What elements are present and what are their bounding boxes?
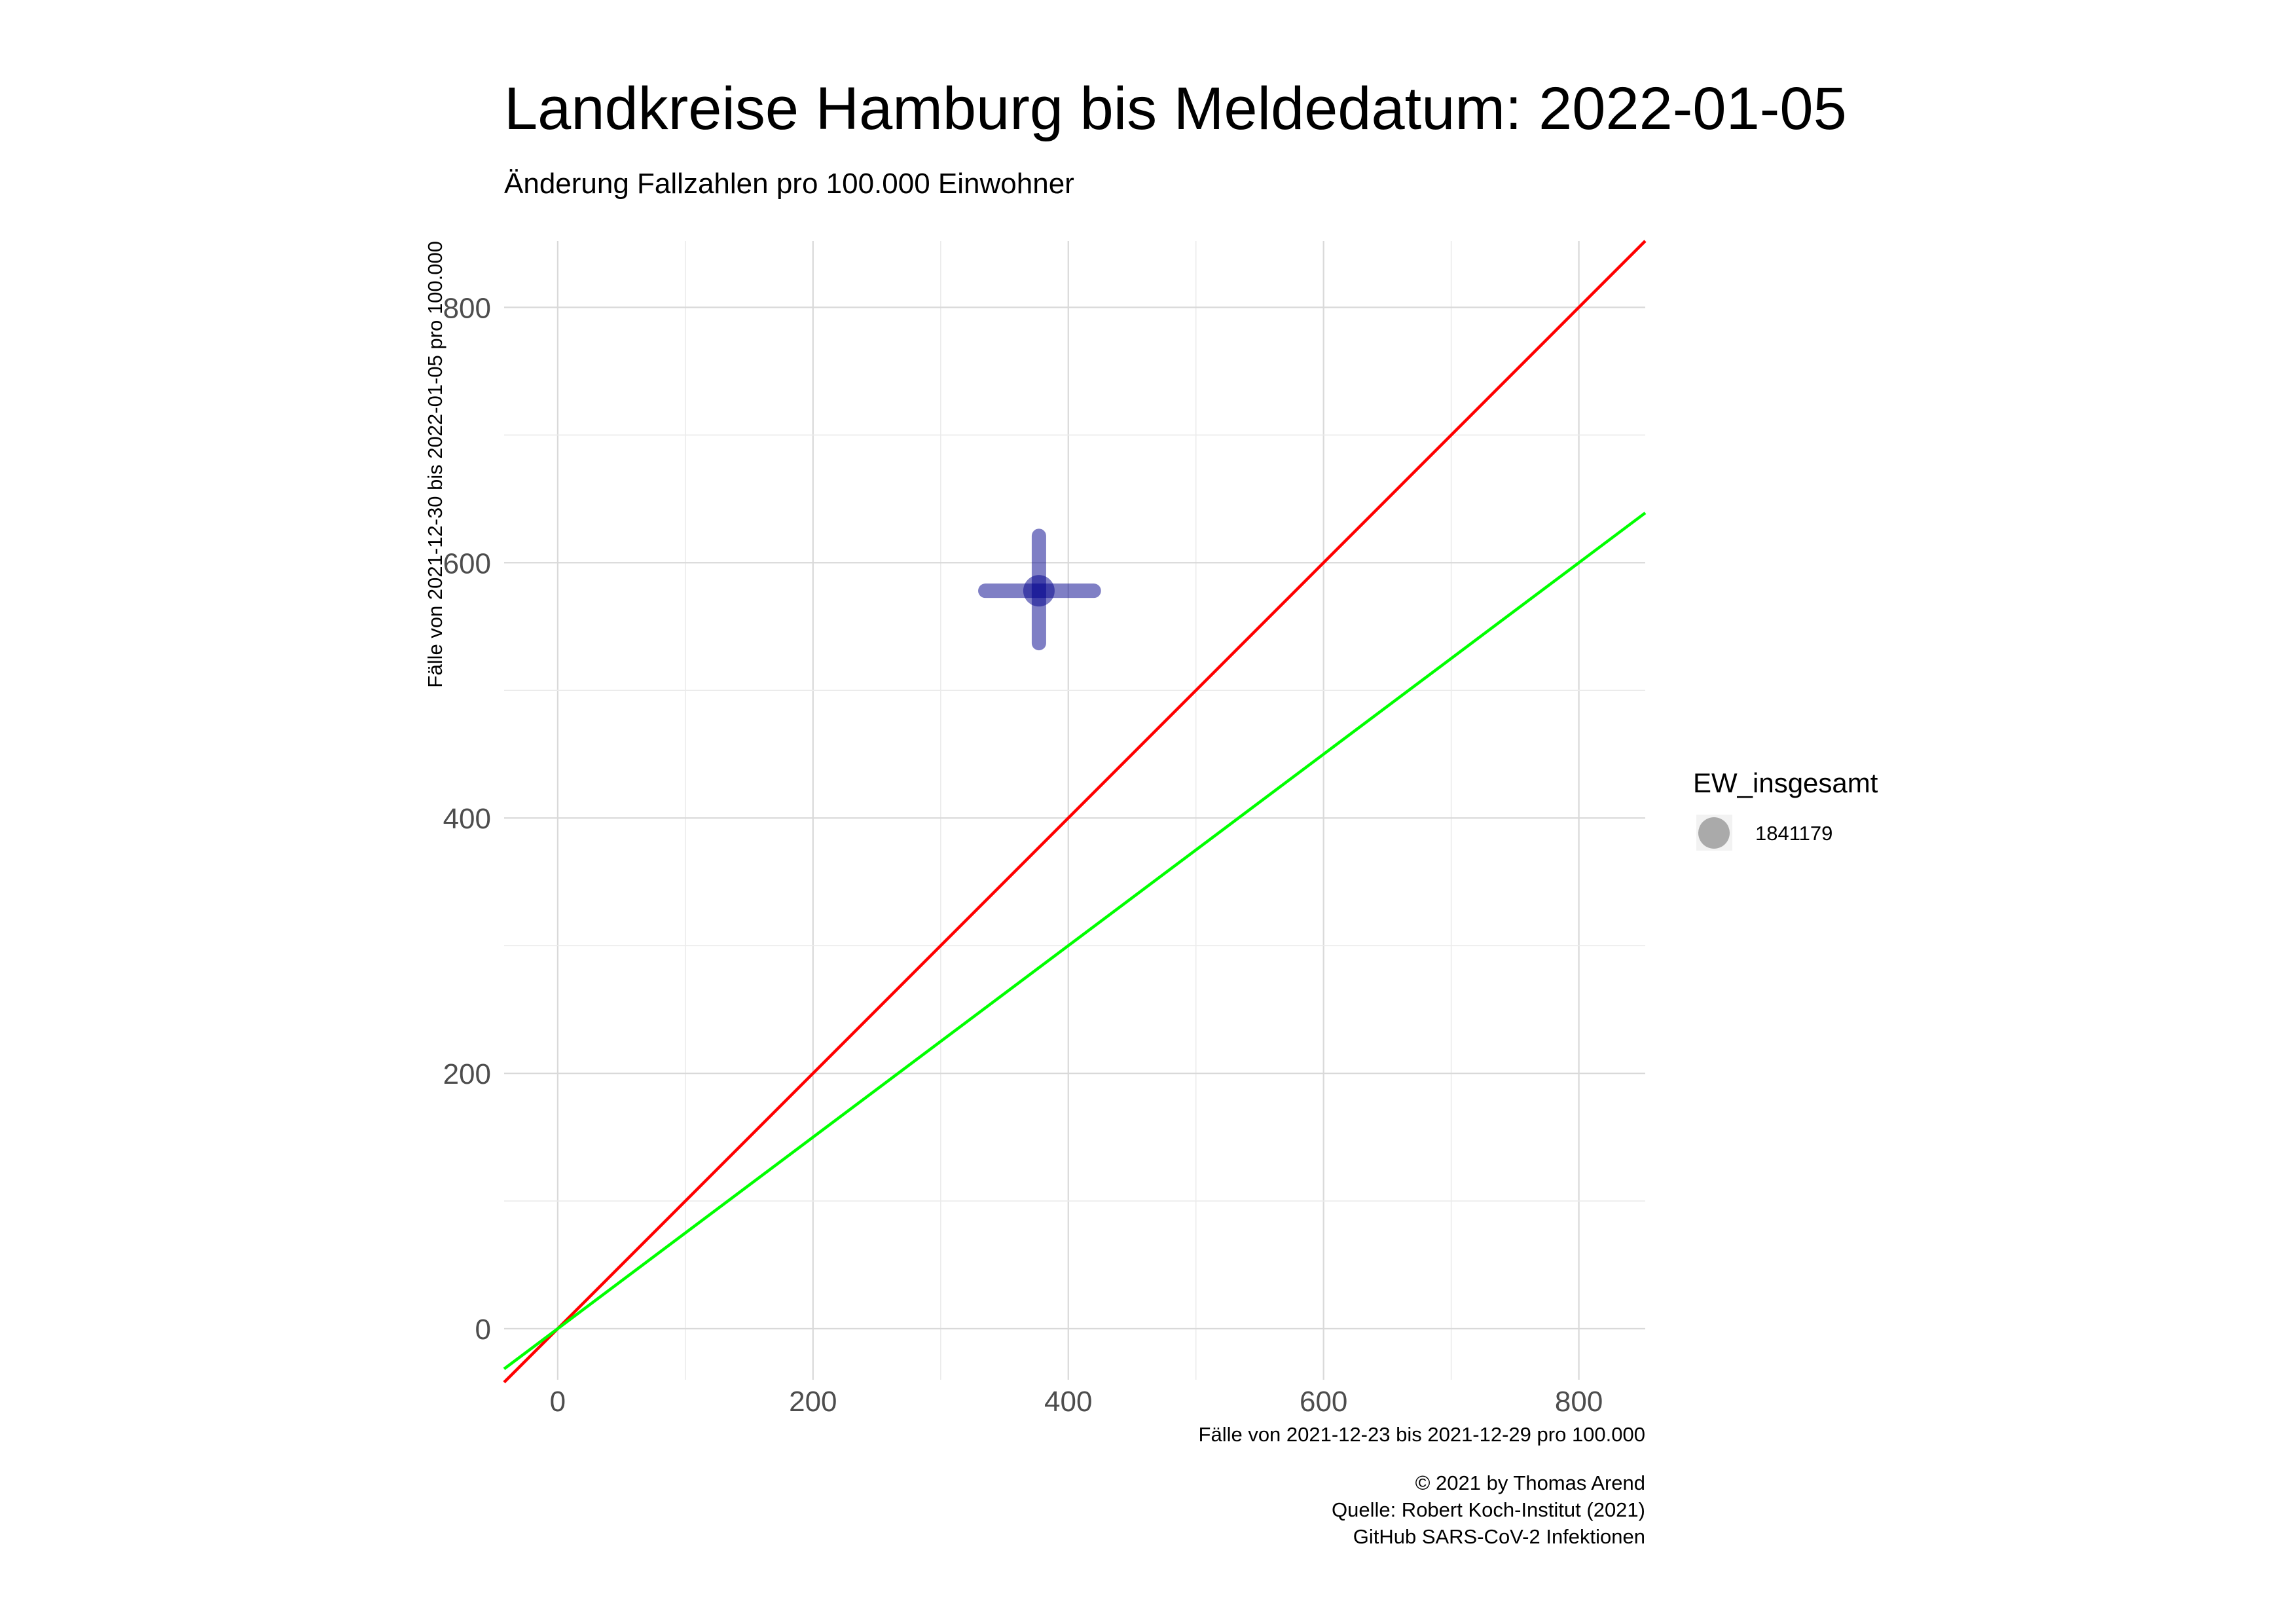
x-axis-label: Fälle von 2021-12-23 bis 2021-12-29 pro … xyxy=(1199,1423,1645,1446)
legend-key-point xyxy=(1698,817,1730,849)
y-tick-label: 200 xyxy=(443,1058,491,1090)
y-tick-label: 0 xyxy=(475,1314,491,1346)
axis-ticks: 0 200 400 600 800 0 200 400 600 800 xyxy=(443,292,1603,1418)
chart-title: Landkreise Hamburg bis Meldedatum: 2022-… xyxy=(504,75,1847,142)
caption-line-3: GitHub SARS-CoV-2 Infektionen xyxy=(1353,1525,1645,1548)
y-tick-label: 800 xyxy=(443,292,491,324)
legend-title: EW_insgesamt xyxy=(1693,767,1878,798)
y-tick-label: 600 xyxy=(443,547,491,580)
data-point-marker xyxy=(1023,575,1055,607)
x-tick-label: 400 xyxy=(1044,1386,1092,1418)
y-tick-label: 400 xyxy=(443,803,491,835)
x-tick-label: 200 xyxy=(789,1386,837,1418)
x-tick-label: 600 xyxy=(1300,1386,1347,1418)
chart-subtitle: Änderung Fallzahlen pro 100.000 Einwohne… xyxy=(504,168,1074,200)
reference-line-2 xyxy=(503,511,1647,1371)
data-point-1 xyxy=(978,528,1101,651)
legend-entry-label: 1841179 xyxy=(1755,822,1832,845)
reference-line-1 xyxy=(503,240,1647,1384)
legend: EW_insgesamt 1841179 xyxy=(1693,767,1878,851)
y-axis-label: Fälle von 2021-12-30 bis 2022-01-05 pro … xyxy=(424,241,446,688)
x-tick-label: 0 xyxy=(550,1386,566,1418)
caption-line-1: © 2021 by Thomas Arend xyxy=(1415,1471,1645,1494)
caption: © 2021 by Thomas Arend Quelle: Robert Ko… xyxy=(1332,1471,1645,1548)
grid xyxy=(504,241,1645,1380)
reference-lines xyxy=(503,240,1647,1384)
points xyxy=(978,528,1101,651)
x-tick-label: 800 xyxy=(1555,1386,1603,1418)
caption-line-2: Quelle: Robert Koch-Institut (2021) xyxy=(1332,1498,1645,1521)
